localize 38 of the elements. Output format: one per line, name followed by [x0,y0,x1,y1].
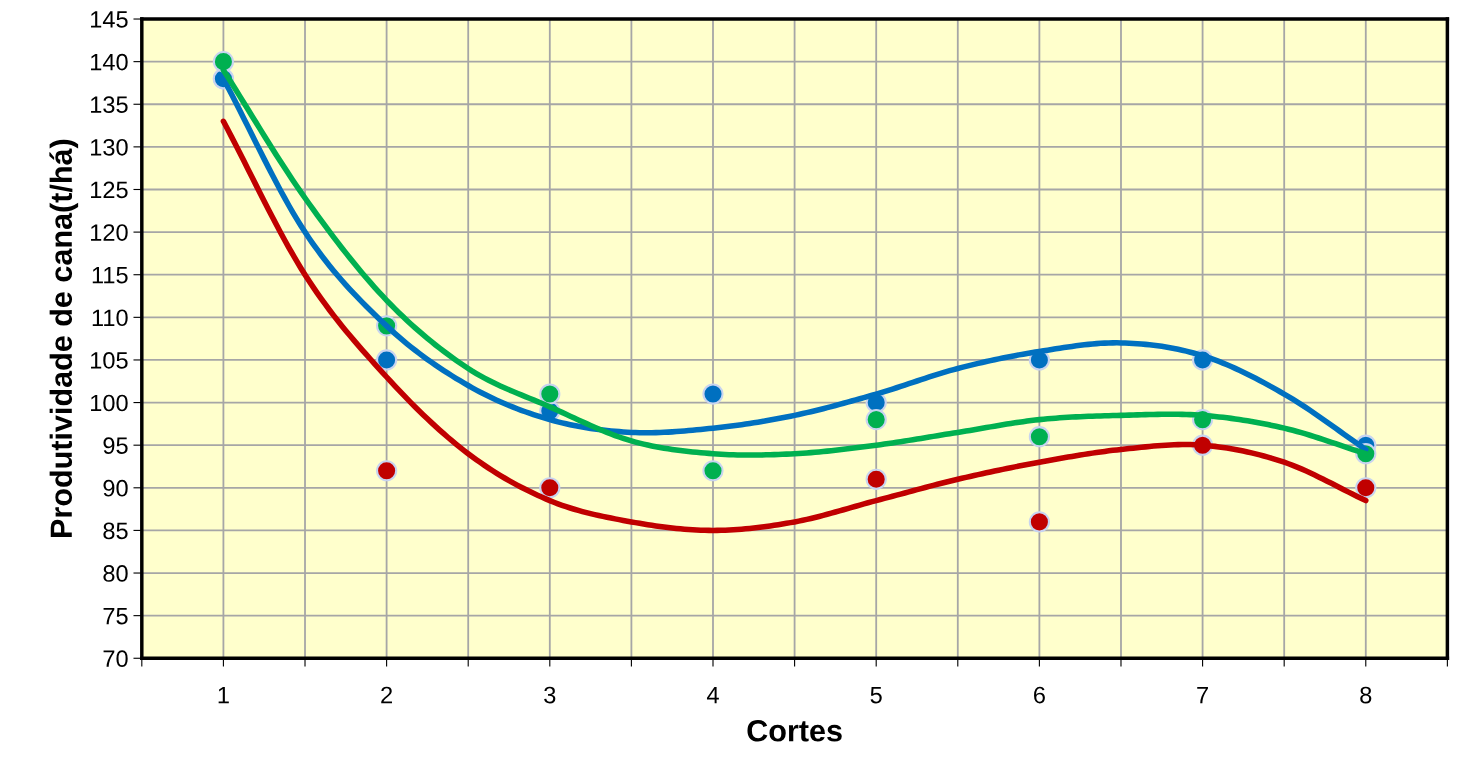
point [1355,477,1377,499]
x-axis-title: Cortes [747,719,842,742]
point [702,383,724,405]
point [702,460,724,482]
y-tick-label: 120 [91,224,128,241]
y-tick-label: 145 [91,11,128,28]
point [212,51,235,73]
point [865,468,887,490]
y-tick-label: 100 [91,394,128,412]
x-tick-label: 5 [870,686,882,704]
y-tick-label: 90 [103,479,128,497]
y-tick-label: 130 [91,138,128,156]
x-tick-label: 4 [706,686,719,704]
x-tick-label: 3 [544,686,556,704]
point [1028,511,1050,533]
point [375,460,398,482]
x-tick-label: 8 [1360,686,1372,704]
y-tick-label: 85 [103,522,128,540]
x-tick-label: 2 [381,686,392,704]
point [1028,426,1050,448]
y-tick-label: 110 [92,309,128,327]
y-tick-label: 95 [103,437,128,454]
y-axis-title: Produtividade de cana(t/há) [49,139,79,537]
y-tick-label: 105 [91,352,128,369]
point [539,383,561,405]
point [375,349,398,371]
y-tick-label: 70 [103,650,128,668]
y-tick-label: 125 [91,181,128,199]
point [865,409,887,431]
y-tick-label: 80 [103,565,128,582]
y-tick-label: 140 [91,53,128,71]
x-tick-label: 6 [1034,686,1045,704]
point [539,477,561,499]
y-tick-label: 75 [103,607,128,625]
x-tick-label: 1 [218,686,229,704]
x-tick-label: 7 [1197,686,1208,704]
y-tick-label: 135 [91,96,128,114]
y-tick-label: 115 [92,267,128,284]
